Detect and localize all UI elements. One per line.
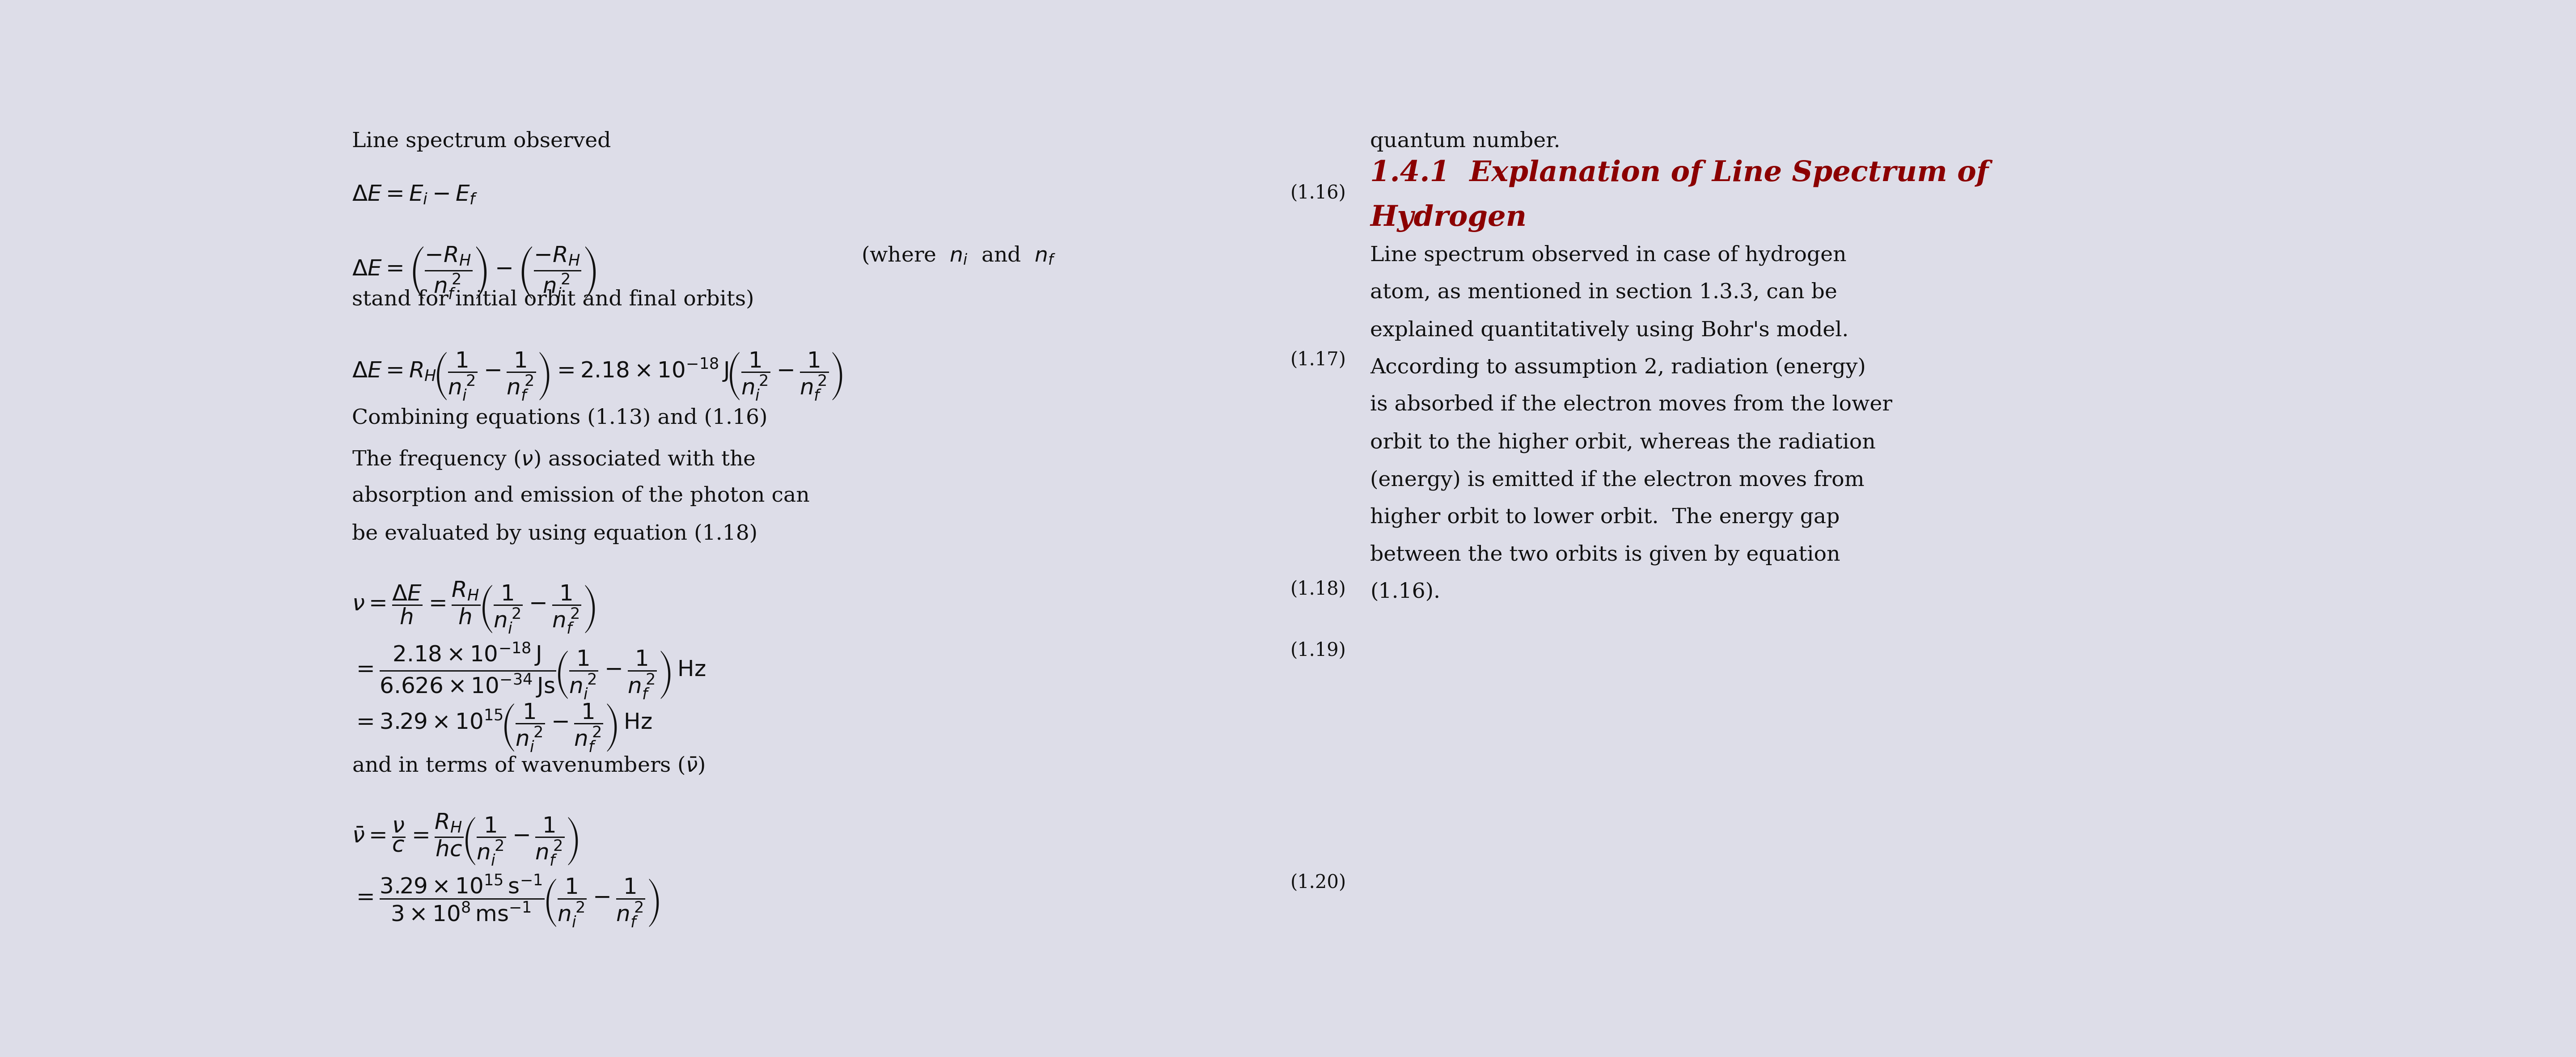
Text: $= \dfrac{3.29\times10^{15}\,\mathrm{s}^{-1}}{3\times10^8\,\mathrm{ms}^{-1}}\!\l: $= \dfrac{3.29\times10^{15}\,\mathrm{s}^… (353, 873, 659, 929)
Text: $\Delta E = E_i - E_f$: $\Delta E = E_i - E_f$ (353, 184, 477, 206)
Text: 1.4.1  Explanation of Line Spectrum of: 1.4.1 Explanation of Line Spectrum of (1370, 160, 1989, 187)
Text: According to assumption 2, radiation (energy): According to assumption 2, radiation (en… (1370, 357, 1865, 378)
Text: higher orbit to lower orbit.  The energy gap: higher orbit to lower orbit. The energy … (1370, 507, 1839, 527)
Text: The frequency ($\nu$) associated with the: The frequency ($\nu$) associated with th… (353, 448, 755, 470)
Text: (1.20): (1.20) (1291, 873, 1347, 892)
Text: $\Delta E = \left(\dfrac{-R_H}{n_f^{\,2}}\right) - \left(\dfrac{-R_H}{n_i^{\,2}}: $\Delta E = \left(\dfrac{-R_H}{n_f^{\,2}… (353, 245, 595, 300)
Text: orbit to the higher orbit, whereas the radiation: orbit to the higher orbit, whereas the r… (1370, 432, 1875, 452)
Text: (1.19): (1.19) (1291, 642, 1347, 660)
Text: (1.18): (1.18) (1291, 580, 1347, 599)
Text: Line spectrum observed in case of hydrogen: Line spectrum observed in case of hydrog… (1370, 245, 1847, 265)
Text: $= \dfrac{2.18\times10^{-18}\,\mathrm{J}}{6.626\times10^{-34}\,\mathrm{Js}}\!\le: $= \dfrac{2.18\times10^{-18}\,\mathrm{J}… (353, 642, 706, 701)
Text: (where  $n_i$  and  $n_f$: (where $n_i$ and $n_f$ (860, 245, 1056, 266)
Text: quantum number.: quantum number. (1370, 131, 1561, 151)
Text: (1.17): (1.17) (1291, 351, 1347, 370)
Text: Line spectrum observed: Line spectrum observed (353, 131, 611, 151)
Text: Hydrogen: Hydrogen (1370, 204, 1528, 231)
Text: atom, as mentioned in section 1.3.3, can be: atom, as mentioned in section 1.3.3, can… (1370, 282, 1837, 302)
Text: be evaluated by using equation (1.18): be evaluated by using equation (1.18) (353, 523, 757, 544)
Text: Combining equations (1.13) and (1.16): Combining equations (1.13) and (1.16) (353, 408, 768, 428)
Text: (1.16): (1.16) (1291, 184, 1347, 203)
Text: $= 3.29\times10^{15}\!\left(\dfrac{1}{n_i^{\,2}} - \dfrac{1}{n_f^{\,2}}\right)\,: $= 3.29\times10^{15}\!\left(\dfrac{1}{n_… (353, 702, 652, 754)
Text: between the two orbits is given by equation: between the two orbits is given by equat… (1370, 544, 1839, 565)
Text: absorption and emission of the photon can: absorption and emission of the photon ca… (353, 486, 809, 506)
Text: (energy) is emitted if the electron moves from: (energy) is emitted if the electron move… (1370, 469, 1865, 490)
Text: explained quantitatively using Bohr's model.: explained quantitatively using Bohr's mo… (1370, 319, 1850, 340)
Text: (1.16).: (1.16). (1370, 581, 1440, 602)
Text: stand for initial orbit and final orbits): stand for initial orbit and final orbits… (353, 290, 755, 310)
Text: and in terms of wavenumbers ($\bar{\nu}$): and in terms of wavenumbers ($\bar{\nu}$… (353, 755, 706, 776)
Text: $\Delta E = R_H\!\left(\dfrac{1}{n_i^{\,2}} - \dfrac{1}{n_f^{\,2}}\right) = 2.18: $\Delta E = R_H\!\left(\dfrac{1}{n_i^{\,… (353, 351, 842, 402)
Text: $\bar{\nu} = \dfrac{\nu}{c} = \dfrac{R_H}{hc}\!\left(\dfrac{1}{n_i^{\,2}} - \dfr: $\bar{\nu} = \dfrac{\nu}{c} = \dfrac{R_H… (353, 812, 580, 867)
Text: is absorbed if the electron moves from the lower: is absorbed if the electron moves from t… (1370, 394, 1893, 414)
Text: $\nu = \dfrac{\Delta E}{h} = \dfrac{R_H}{h}\!\left(\dfrac{1}{n_i^{\,2}} - \dfrac: $\nu = \dfrac{\Delta E}{h} = \dfrac{R_H}… (353, 580, 595, 635)
